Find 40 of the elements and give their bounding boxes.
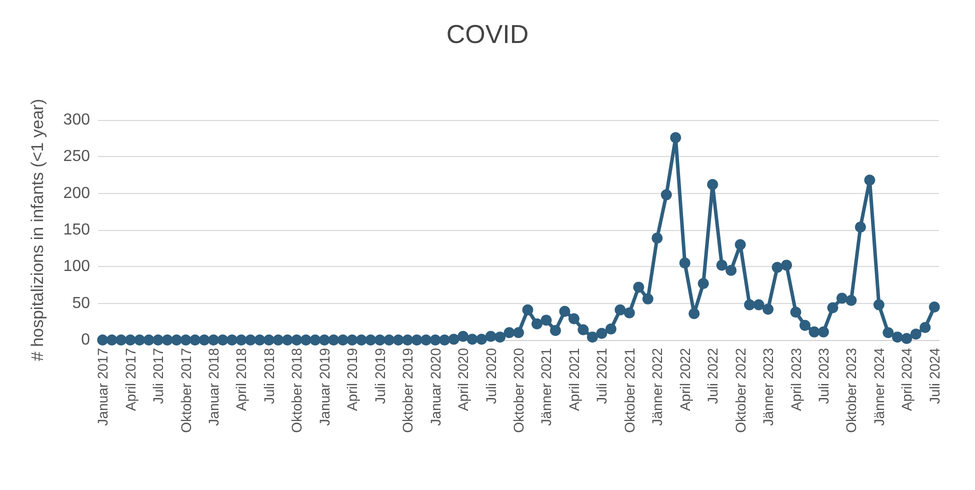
x-tick-label: Oktober 2020 <box>510 348 526 433</box>
y-tick-label: 200 <box>63 184 90 202</box>
x-tick-label: April 2023 <box>788 348 804 412</box>
x-tick-label: Oktober 2019 <box>400 348 416 433</box>
x-tick-label: Jänner 2023 <box>760 348 776 426</box>
chart-title: COVID <box>446 19 529 49</box>
x-tick-label: April 2018 <box>233 348 250 412</box>
y-tick-label: 50 <box>72 294 90 312</box>
y-tick-label: 250 <box>63 148 90 166</box>
x-tick-label: Juli 2022 <box>704 348 721 404</box>
x-tick-label: Oktober 2018 <box>288 348 305 433</box>
x-tick-label: Oktober 2017 <box>178 348 194 433</box>
x-tick-label: April 2017 <box>122 348 138 412</box>
x-tick-label: April 2021 <box>566 348 582 412</box>
x-tick-label: Januar 2018 <box>206 348 222 426</box>
y-tick-label: 100 <box>63 258 90 276</box>
x-tick-label: Jänner 2022 <box>649 348 666 426</box>
x-tick-label: April 2024 <box>898 348 915 412</box>
x-tick-label: Januar 2019 <box>316 348 332 426</box>
x-tick-label: Juli 2019 <box>372 348 388 404</box>
x-tick-label: Oktober 2021 <box>621 348 638 433</box>
y-tick-label: 300 <box>63 112 90 128</box>
x-tick-label: April 2019 <box>344 348 360 412</box>
x-tick-label: Juli 2018 <box>260 348 277 404</box>
y-axis-title: # hospitalizions in infants (<1 year) <box>28 98 47 362</box>
x-tick-label: Oktober 2022 <box>732 348 748 433</box>
x-tick-label: Januar 2020 <box>427 348 444 426</box>
x-tick-label: Juli 2024 <box>926 348 942 404</box>
x-tick-label: Juli 2021 <box>594 348 610 404</box>
x-tick-label: Jänner 2021 <box>538 348 554 426</box>
x-tick-label: April 2020 <box>455 348 472 412</box>
x-tick-label: Juli 2023 <box>815 348 832 404</box>
x-tick-label: April 2022 <box>676 348 693 412</box>
y-tick-label: 0 <box>81 332 90 348</box>
x-tick-label: Jänner 2024 <box>870 348 887 426</box>
x-tick-label: Januar 2017 <box>94 348 111 426</box>
x-tick-label: Juli 2020 <box>482 348 499 404</box>
y-tick-label: 150 <box>63 222 90 238</box>
x-tick-label: Oktober 2023 <box>843 348 860 433</box>
x-tick-label: Juli 2017 <box>150 348 166 404</box>
